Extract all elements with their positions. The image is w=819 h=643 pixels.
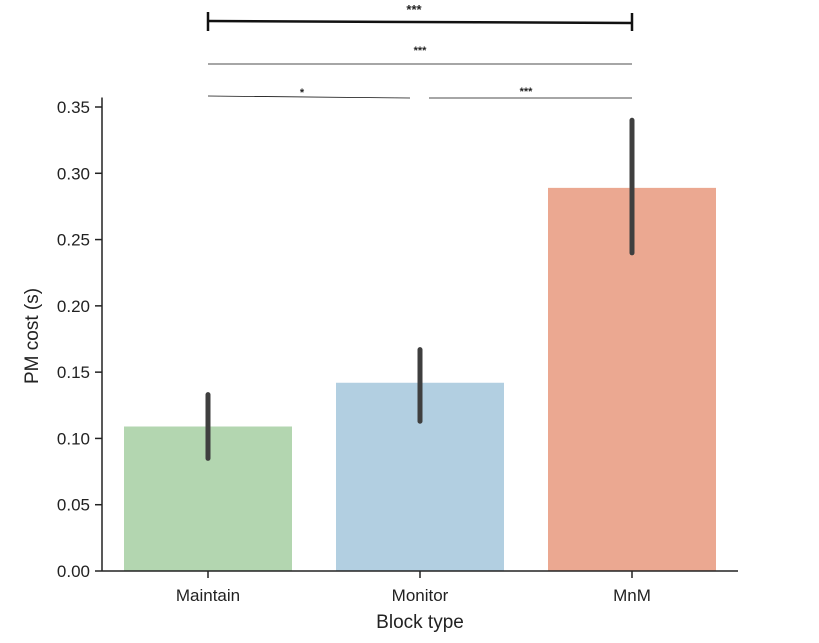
y-tick-label: 0.10 <box>57 429 90 448</box>
y-tick-label: 0.00 <box>57 562 90 581</box>
sig-label: *** <box>414 45 428 57</box>
y-tick-label: 0.30 <box>57 164 90 183</box>
significance-annotations: ******* *** <box>206 2 634 99</box>
error-bars-layer <box>205 117 635 461</box>
x-axis-label: Block type <box>376 612 464 633</box>
y-axis-label: PM cost (s) <box>22 288 43 384</box>
y-tick-label: 0.05 <box>57 496 90 515</box>
x-tick-label: Monitor <box>392 586 449 605</box>
y-ticks: 0.00 0.05 0.10 0.15 0.20 0.25 0.30 0.35 <box>57 98 102 581</box>
sig-label: *** <box>406 2 422 17</box>
x-tick-label: Maintain <box>176 586 240 605</box>
sig-bracket-line <box>207 19 633 25</box>
y-tick-label: 0.15 <box>57 363 90 382</box>
x-tick-label: MnM <box>613 586 651 605</box>
y-tick-label: 0.20 <box>57 297 90 316</box>
y-tick-label: 0.35 <box>57 98 90 117</box>
bars-layer <box>124 187 716 571</box>
sig-label: *** <box>520 86 534 98</box>
x-ticks: Maintain Monitor MnM <box>176 571 651 605</box>
sig-line <box>207 95 411 99</box>
y-tick-label: 0.25 <box>57 231 90 250</box>
sig-label: * <box>300 87 305 99</box>
